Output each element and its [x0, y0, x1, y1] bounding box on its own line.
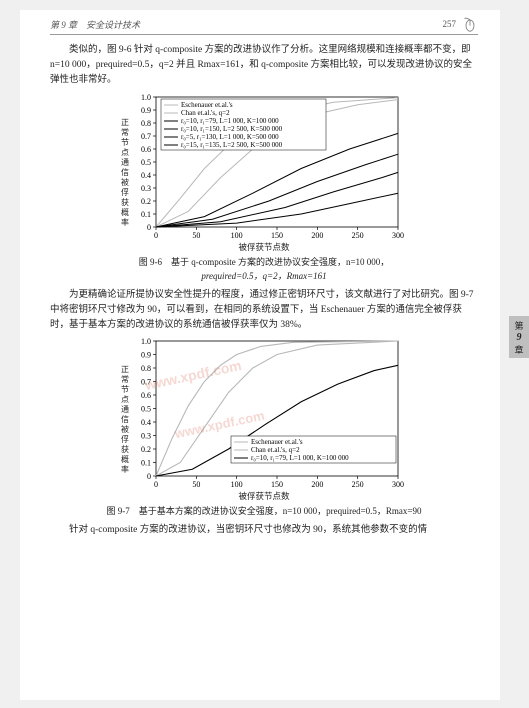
- svg-text:0: 0: [154, 480, 158, 489]
- chart2-xlabel: 被俘获节点数: [124, 490, 404, 502]
- svg-text:0.2: 0.2: [141, 445, 151, 454]
- svg-text:300: 300: [392, 480, 404, 489]
- svg-text:50: 50: [192, 480, 200, 489]
- chart1-xlabel: 被俘获节点数: [124, 241, 404, 253]
- paragraph-2: 为更精确论证所提协议安全性提升的程度，通过修正密钥环尺寸，该文献进行了对比研究。…: [50, 288, 478, 334]
- mouse-icon: [462, 16, 478, 32]
- svg-text:0.6: 0.6: [141, 145, 151, 154]
- header-right: 257: [443, 16, 479, 32]
- svg-text:150: 150: [271, 480, 283, 489]
- figure-9-6: 正常节点通信被俘获概率 0 50 100 150 200 250 300 0 0.1 0.2 0.3…: [50, 93, 478, 253]
- side-tab-top: 第: [509, 320, 529, 332]
- svg-text:0: 0: [147, 472, 151, 481]
- svg-text:0.1: 0.1: [141, 210, 151, 219]
- chart2-ylabel: 正常节点通信被俘获概率: [120, 365, 130, 475]
- svg-text:r₀=15, r₁=135, L=2 500, K=500: r₀=15, r₁=135, L=2 500, K=500 000: [181, 141, 283, 149]
- caption-9-7: 图 9-7 基于基本方案的改进协议安全强度，n=10 000，prequired…: [50, 504, 478, 517]
- svg-text:100: 100: [231, 231, 243, 240]
- svg-text:50: 50: [192, 231, 200, 240]
- svg-text:0.7: 0.7: [141, 132, 151, 141]
- svg-text:250: 250: [352, 480, 364, 489]
- page-number: 257: [443, 19, 457, 29]
- svg-text:0.3: 0.3: [141, 432, 151, 441]
- svg-text:0.6: 0.6: [141, 391, 151, 400]
- svg-text:0: 0: [154, 231, 158, 240]
- svg-text:0.2: 0.2: [141, 197, 151, 206]
- svg-text:0.9: 0.9: [141, 106, 151, 115]
- figure-9-7: 正常节点通信被俘获概率 0 50 100 150 200 250 300 0 0.1 0.2 0.3…: [50, 337, 478, 502]
- svg-text:0.8: 0.8: [141, 119, 151, 128]
- svg-text:0: 0: [147, 223, 151, 232]
- svg-text:100: 100: [231, 480, 243, 489]
- svg-text:1.0: 1.0: [141, 337, 151, 346]
- chart1-ylabel: 正常节点通信被俘获概率: [120, 118, 130, 228]
- svg-text:200: 200: [311, 480, 323, 489]
- chapter-side-tab: 第 9 章: [509, 316, 529, 358]
- svg-text:r₀=10, r₁=79, L=1 000, K=100 0: r₀=10, r₁=79, L=1 000, K=100 000: [181, 117, 279, 125]
- svg-text:0.7: 0.7: [141, 378, 151, 387]
- svg-text:300: 300: [392, 231, 404, 240]
- svg-text:0.4: 0.4: [141, 418, 151, 427]
- svg-text:0.8: 0.8: [141, 364, 151, 373]
- svg-text:250: 250: [352, 231, 364, 240]
- svg-text:0.3: 0.3: [141, 184, 151, 193]
- chart1-plot: 0 50 100 150 200 250 300 0 0.1 0.2 0.3 0.4 0.5 0.6 0.7…: [124, 93, 404, 243]
- svg-text:0.5: 0.5: [141, 158, 151, 167]
- svg-text:0.9: 0.9: [141, 351, 151, 360]
- side-tab-num: 9: [509, 332, 529, 344]
- svg-text:r₀=10, r₁=150, L=2 500, K=500: r₀=10, r₁=150, L=2 500, K=500 000: [181, 125, 283, 133]
- svg-text:0.5: 0.5: [141, 405, 151, 414]
- caption-9-6-b: prequired=0.5，q=2，Rmax=161: [50, 269, 478, 282]
- svg-text:150: 150: [271, 231, 283, 240]
- svg-text:Chan et.al.'s, q=2: Chan et.al.'s, q=2: [181, 109, 230, 117]
- svg-text:200: 200: [311, 231, 323, 240]
- paragraph-3: 针对 q-composite 方案的改进协议，当密钥环尺寸也修改为 90，系统其…: [50, 523, 478, 538]
- paragraph-1: 类似的，图 9-6 针对 q-composite 方案的改进协议作了分析。这里网…: [50, 43, 478, 89]
- page: 第 9 章 安全设计技术 257 类似的，图 9-6 针对 q-composit…: [20, 10, 500, 700]
- chapter-label: 第 9 章 安全设计技术: [50, 18, 140, 31]
- svg-text:r₀=10, r₁=79, L=1 000, K=100 0: r₀=10, r₁=79, L=1 000, K=100 000: [251, 454, 349, 462]
- svg-text:0.1: 0.1: [141, 459, 151, 468]
- caption-9-6-a: 图 9-6 基于 q-composite 方案的改进协议安全强度，n=10 00…: [50, 255, 478, 268]
- svg-text:Eschenauer et.al.'s: Eschenauer et.al.'s: [251, 438, 303, 446]
- side-tab-bot: 章: [509, 344, 529, 356]
- chart2-plot: 0 50 100 150 200 250 300 0 0.1 0.2 0.3 0.4 0.5 0.6 0.7…: [124, 337, 404, 492]
- svg-text:Eschenauer et.al.'s: Eschenauer et.al.'s: [181, 101, 233, 109]
- svg-text:0.4: 0.4: [141, 171, 151, 180]
- page-header: 第 9 章 安全设计技术 257: [50, 16, 478, 35]
- svg-text:Chan et.al.'s, q=2: Chan et.al.'s, q=2: [251, 446, 300, 454]
- svg-text:1.0: 1.0: [141, 93, 151, 102]
- svg-text:r₀=5, r₁=130, L=1 000, K=500 0: r₀=5, r₁=130, L=1 000, K=500 000: [181, 133, 279, 141]
